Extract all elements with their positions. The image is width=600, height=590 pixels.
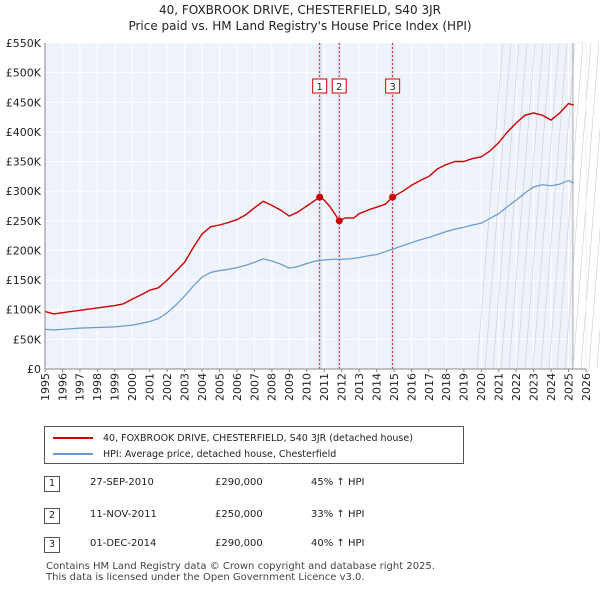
hatch-line	[484, 42, 512, 370]
sale-point	[389, 193, 397, 201]
sale-point	[335, 217, 343, 225]
x-tick-label: 1996	[56, 373, 69, 401]
x-tick-label: 2007	[248, 373, 261, 401]
y-tick-label: £250K	[6, 215, 42, 228]
hatch-line	[524, 42, 552, 370]
x-tick-label: 2015	[388, 373, 401, 401]
transaction-number: 2	[44, 508, 60, 524]
transaction-number: 3	[44, 537, 60, 553]
transaction-price: £290,000	[215, 538, 263, 549]
x-tick-label: 2022	[510, 373, 523, 401]
hatch-line	[548, 42, 576, 370]
y-tick-label: £50K	[13, 333, 42, 346]
footer-license: This data is licensed under the Open Gov…	[46, 572, 365, 583]
footer-copyright: Contains HM Land Registry data © Crown c…	[46, 561, 435, 572]
x-tick-label: 2012	[336, 373, 349, 401]
x-tick-label: 2024	[545, 373, 558, 401]
y-tick-label: £200K	[6, 244, 42, 257]
legend-item-hpi: HPI: Average price, detached house, Ches…	[53, 447, 336, 461]
sale-label-box	[385, 78, 401, 94]
sale-label-box	[331, 78, 347, 94]
x-tick-label: 2002	[161, 373, 174, 401]
x-tick-label: 2017	[423, 373, 436, 401]
sale-label: 3	[389, 82, 395, 93]
transaction-price: £290,000	[215, 477, 263, 488]
transaction-number: 1	[44, 476, 60, 492]
hatch-line	[508, 42, 536, 370]
future-band	[572, 43, 586, 369]
x-tick-label: 2016	[405, 373, 418, 401]
plot-area	[45, 43, 586, 369]
transaction-hpi: 40% ↑ HPI	[311, 538, 365, 549]
x-tick-label: 2019	[458, 373, 471, 401]
x-tick-label: 2001	[144, 373, 157, 401]
legend: 40, FOXBROOK DRIVE, CHESTERFIELD, S40 3J…	[44, 426, 464, 464]
y-tick-label: £450K	[6, 96, 42, 109]
x-tick-label: 2023	[527, 373, 540, 401]
x-tick-label: 2009	[283, 373, 296, 401]
x-tick-label: 2026	[580, 373, 593, 401]
transaction-date: 01-DEC-2014	[90, 538, 157, 549]
transaction-date: 11-NOV-2011	[90, 509, 157, 520]
chart-subtitle: Price paid vs. HM Land Registry's House …	[128, 19, 472, 33]
y-tick-label: £300K	[6, 185, 42, 198]
hatch-line	[516, 42, 544, 370]
hatch-line	[492, 42, 520, 370]
hatch-line	[476, 42, 504, 370]
footer: Contains HM Land Registry data © Crown c…	[46, 561, 435, 583]
y-tick-label: £500K	[6, 67, 42, 80]
x-tick-label: 1999	[109, 373, 122, 401]
y-tick-label: £350K	[6, 156, 42, 169]
x-tick-label: 2021	[493, 373, 506, 401]
x-tick-label: 1995	[39, 373, 52, 401]
sale-band	[390, 43, 395, 369]
hatch-line	[564, 42, 592, 370]
y-tick-label: £0	[27, 363, 41, 376]
sale-label-box	[312, 78, 328, 94]
transaction-hpi: 33% ↑ HPI	[311, 509, 365, 520]
y-tick-label: £400K	[6, 126, 42, 139]
x-tick-label: 1997	[74, 373, 87, 401]
hatch-line	[556, 42, 584, 370]
x-tick-label: 2013	[353, 373, 366, 401]
x-tick-label: 2018	[440, 373, 453, 401]
x-tick-label: 2004	[196, 373, 209, 401]
x-tick-label: 2008	[266, 373, 279, 401]
x-tick-label: 2000	[126, 373, 139, 401]
sale-label: 1	[317, 82, 323, 93]
property-price-line	[44, 102, 575, 315]
x-tick-label: 2014	[370, 373, 383, 401]
hatch-line	[588, 226, 600, 370]
x-tick-label: 2003	[178, 373, 191, 401]
x-tick-label: 2005	[213, 373, 226, 401]
y-tick-label: £100K	[6, 304, 42, 317]
legend-property-label: 40, FOXBROOK DRIVE, CHESTERFIELD, S40 3J…	[103, 432, 413, 444]
hatch-line	[540, 42, 568, 370]
x-tick-label: 2025	[562, 373, 575, 401]
hatch-line	[500, 42, 528, 370]
legend-property-swatch	[53, 437, 93, 439]
transaction-hpi: 45% ↑ HPI	[311, 477, 365, 488]
y-tick-label: £150K	[6, 274, 42, 287]
legend-hpi-swatch	[53, 453, 93, 455]
legend-hpi-label: HPI: Average price, detached house, Ches…	[103, 448, 337, 460]
sale-band	[317, 43, 322, 369]
transaction-date: 27-SEP-2010	[90, 477, 154, 488]
y-tick-label: £550K	[6, 37, 42, 50]
transaction-price: £250,000	[215, 509, 263, 520]
hatch-line	[532, 42, 560, 370]
x-tick-label: 2010	[301, 373, 314, 401]
sale-label: 2	[336, 82, 342, 93]
hatch-line	[580, 125, 600, 370]
chart-title: 40, FOXBROOK DRIVE, CHESTERFIELD, S40 3J…	[158, 3, 442, 17]
x-tick-label: 2006	[231, 373, 244, 401]
sale-band	[337, 43, 342, 369]
hpi-line	[44, 179, 575, 331]
sale-point	[316, 193, 324, 201]
legend-item-property: 40, FOXBROOK DRIVE, CHESTERFIELD, S40 3J…	[53, 431, 413, 445]
x-tick-label: 1998	[91, 373, 104, 401]
x-tick-label: 2020	[475, 373, 488, 401]
x-tick-label: 2011	[318, 373, 331, 401]
price-chart: 1 2 3 £0 £50K £100K £150K £200K £250K £300K £350K £…	[6, 37, 600, 401]
